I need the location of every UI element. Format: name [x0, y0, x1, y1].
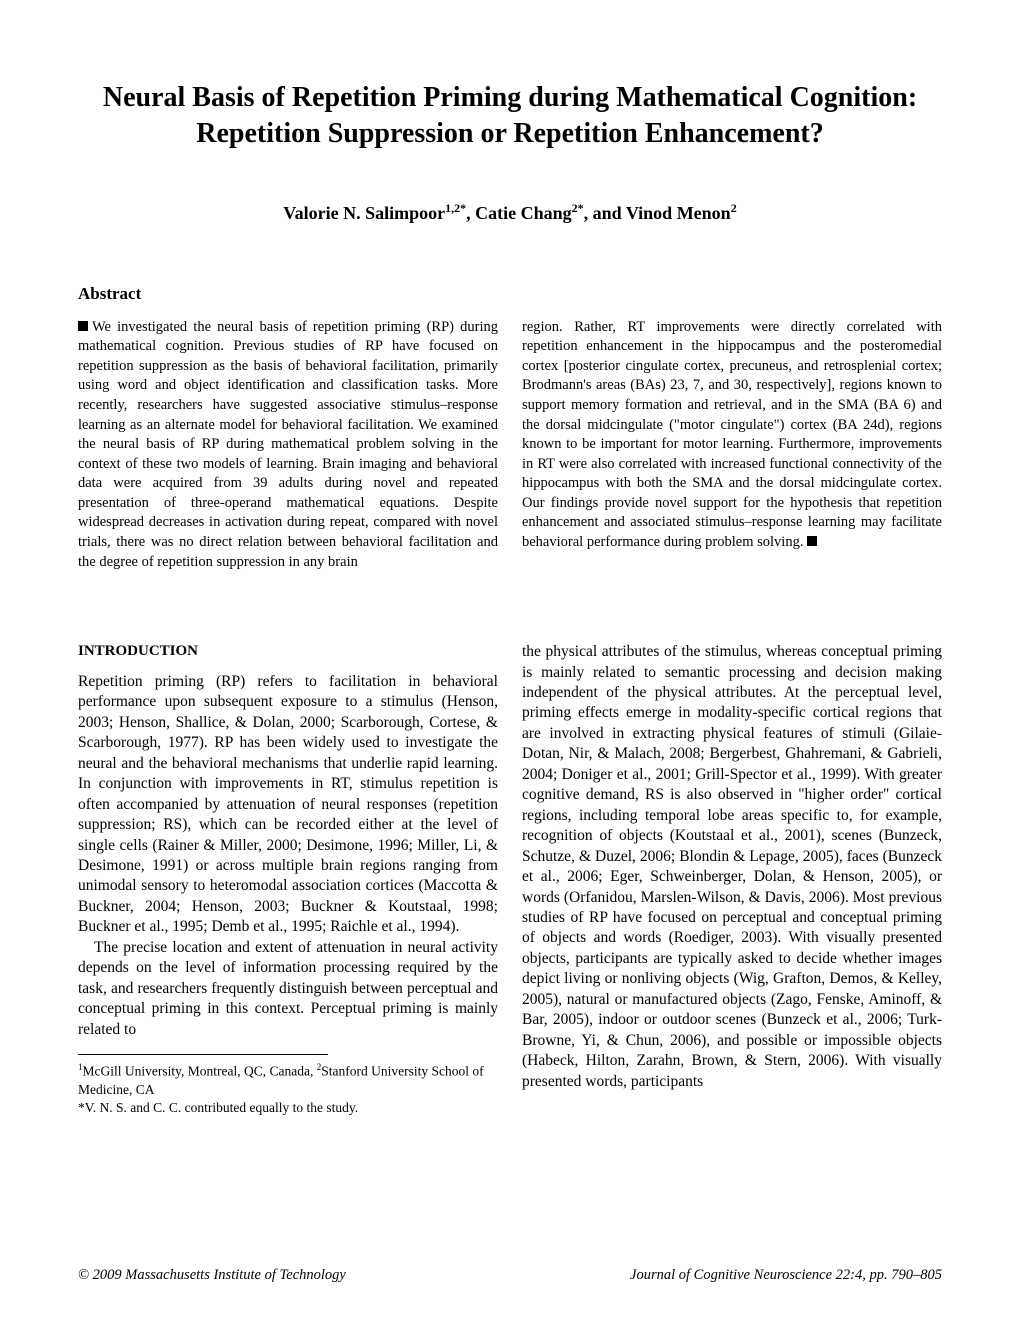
footnote-divider [78, 1054, 328, 1055]
abstract-left-text: We investigated the neural basis of repe… [78, 319, 498, 570]
article-title: Neural Basis of Repetition Priming durin… [78, 80, 942, 153]
square-bullet-end-icon [807, 536, 817, 546]
square-bullet-icon [78, 321, 88, 331]
intro-p2: The precise location and extent of atten… [78, 938, 498, 1040]
abstract-right-text: region. Rather, RT improvements were dir… [522, 319, 942, 550]
journal-citation: Journal of Cognitive Neuroscience 22:4, … [630, 1267, 942, 1284]
footnote-contribution: *V. N. S. and C. C. contributed equally … [78, 1099, 498, 1117]
intro-right-text: the physical attributes of the stimulus,… [522, 642, 942, 1092]
copyright-text: © 2009 Massachusetts Institute of Techno… [78, 1267, 346, 1284]
body-columns: INTRODUCTION Repetition priming (RP) ref… [78, 642, 942, 1117]
footnotes: 1McGill University, Montreal, QC, Canada… [78, 1061, 498, 1117]
body-left-col: INTRODUCTION Repetition priming (RP) ref… [78, 642, 498, 1117]
body-right-col: the physical attributes of the stimulus,… [522, 642, 942, 1117]
abstract-columns: We investigated the neural basis of repe… [78, 318, 942, 572]
authors-line: Valorie N. Salimpoor1,2*, Catie Chang2*,… [78, 201, 942, 224]
page-footer: © 2009 Massachusetts Institute of Techno… [78, 1267, 942, 1284]
abstract-left-col: We investigated the neural basis of repe… [78, 318, 498, 572]
abstract-right-col: region. Rather, RT improvements were dir… [522, 318, 942, 572]
footnote-affiliation: 1McGill University, Montreal, QC, Canada… [78, 1061, 498, 1099]
intro-p1: Repetition priming (RP) refers to facili… [78, 672, 498, 938]
abstract-heading: Abstract [78, 284, 942, 304]
introduction-heading: INTRODUCTION [78, 642, 498, 662]
